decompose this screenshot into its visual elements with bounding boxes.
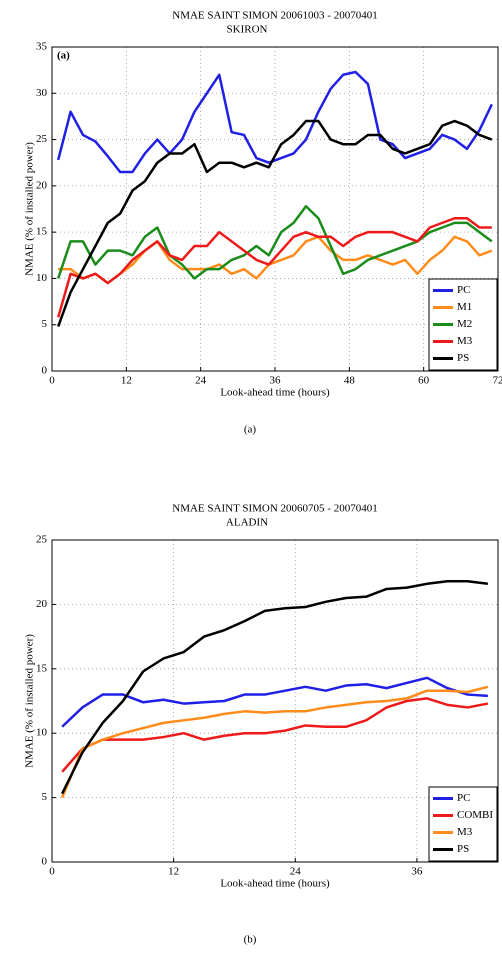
series-line [60, 685, 489, 799]
y-tick-label: 35 [36, 41, 48, 53]
series-line [61, 579, 489, 795]
series-line [56, 217, 492, 318]
y-tick-label: 5 [42, 791, 48, 803]
y-tick-label: 25 [36, 133, 48, 145]
legend-label: M2 [457, 318, 472, 330]
x-tick-label: 12 [168, 866, 179, 878]
series-line [58, 235, 493, 285]
x-tick-label: 36 [270, 375, 282, 387]
x-tick-label: 48 [344, 375, 356, 387]
chart-subtitle: SKIRON [227, 24, 268, 36]
plot-frame [51, 46, 499, 372]
plot-frame [51, 539, 499, 863]
y-tick-label: 10 [36, 727, 48, 739]
x-tick-label: 12 [121, 375, 132, 387]
y-tick-label: 15 [36, 226, 48, 238]
figure-caption: (b) [244, 934, 257, 946]
x-tick-label: 24 [290, 866, 302, 878]
panel-label: (a) [57, 50, 70, 62]
y-tick-label: 25 [36, 534, 48, 546]
legend-label: PS [457, 352, 469, 364]
chart-title: NMAE SAINT SIMON 20061003 - 20070401 [172, 10, 377, 22]
legend-label: M3 [457, 826, 473, 838]
chart: NMAE SAINT SIMON 20061003 - 20070401 SKIR… [24, 10, 502, 436]
x-axis-label: Look-ahead time (hours) [220, 387, 330, 399]
y-tick-label: 10 [36, 272, 48, 284]
y-tick-label: 20 [36, 598, 48, 610]
x-tick-label: 36 [411, 866, 423, 878]
chart: NMAE SAINT SIMON 20060705 - 20070401 ALAD… [24, 503, 499, 946]
legend-label: M3 [457, 335, 473, 347]
y-tick-label: 0 [42, 856, 48, 868]
series-line [57, 119, 493, 327]
chart-title: NMAE SAINT SIMON 20060705 - 20070401 [172, 503, 377, 515]
legend-label: M1 [457, 301, 472, 313]
y-tick-label: 20 [36, 179, 48, 191]
x-axis-label: Look-ahead time (hours) [220, 878, 330, 890]
x-tick-label: 60 [418, 375, 430, 387]
legend-label: PS [457, 843, 469, 855]
x-tick-label: 72 [493, 375, 502, 387]
series-line [61, 697, 489, 773]
y-tick-label: 5 [42, 318, 48, 330]
legend-label: PC [457, 284, 470, 296]
y-tick-label: 30 [36, 87, 48, 99]
series-line [61, 676, 488, 728]
y-axis-label: NMAE (% of installed power) [24, 142, 36, 276]
figure-caption: (a) [244, 424, 257, 436]
legend-label: COMBI [457, 809, 493, 821]
chart-subtitle: ALADIN [226, 517, 268, 529]
x-tick-label: 24 [195, 375, 207, 387]
series-line [56, 70, 493, 174]
y-tick-label: 15 [36, 662, 48, 674]
legend-label: PC [457, 792, 470, 804]
x-tick-label: 0 [49, 375, 55, 387]
x-tick-label: 0 [49, 866, 55, 878]
y-axis-label: NMAE (% of installed power) [24, 634, 36, 768]
y-tick-label: 0 [42, 365, 48, 377]
